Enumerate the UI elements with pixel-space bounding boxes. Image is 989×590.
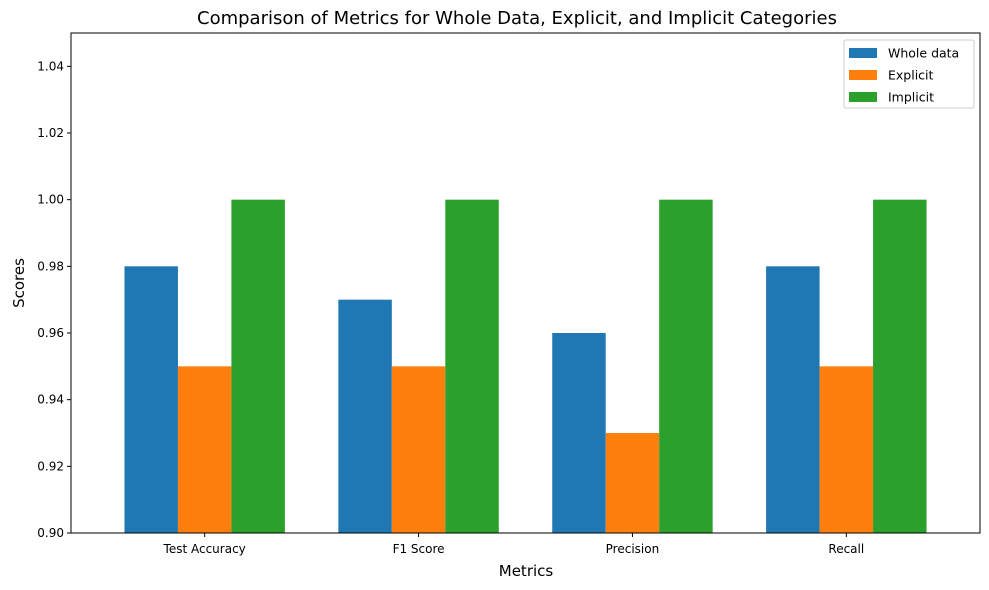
x-tick-label: Test Accuracy [163,542,246,556]
legend-label-explicit: Explicit [888,68,934,83]
plot-frame [70,32,981,534]
legend-label-implicit: Implicit [888,90,934,105]
legend-label-whole-data: Whole data [888,46,959,61]
bar-whole-data-1 [338,299,392,533]
bar-whole-data-2 [552,333,606,533]
y-tick-label: 0.90 [37,526,64,540]
y-axis: 0.90 0.92 0.94 0.96 0.98 1.00 1.02 1.04 [37,59,71,540]
bar-implicit-1 [445,199,499,533]
legend: Whole data Explicit Implicit [843,39,975,109]
bar-implicit-2 [659,199,713,533]
legend-swatch-explicit [849,70,877,80]
x-tick-label: Precision [606,542,660,556]
bars-group [124,199,927,533]
y-tick-label: 1.00 [37,193,64,207]
legend-swatch-implicit [849,92,877,102]
y-tick-label: 0.98 [37,259,64,273]
y-tick-label: 0.96 [37,326,64,340]
y-tick-label: 1.04 [37,59,64,73]
bar-whole-data-3 [766,266,820,533]
x-axis-title: Metrics [499,562,554,580]
legend-swatch-whole-data [849,48,877,58]
bar-explicit-3 [819,366,874,533]
y-axis-title: Scores [10,258,28,308]
bar-explicit-0 [177,366,232,533]
x-tick-label: Recall [828,542,864,556]
chart-title: Comparison of Metrics for Whole Data, Ex… [197,8,837,29]
y-tick-label: 0.94 [37,393,64,407]
x-axis: Test Accuracy F1 Score Precision Recall [163,533,864,556]
bar-whole-data-0 [124,266,178,533]
y-tick-label: 0.92 [37,459,64,473]
bar-explicit-2 [605,433,660,533]
bar-implicit-3 [873,199,927,533]
bar-implicit-0 [231,199,285,533]
y-tick-label: 1.02 [37,126,64,140]
x-tick-label: F1 Score [393,542,445,556]
bar-explicit-1 [391,366,446,533]
